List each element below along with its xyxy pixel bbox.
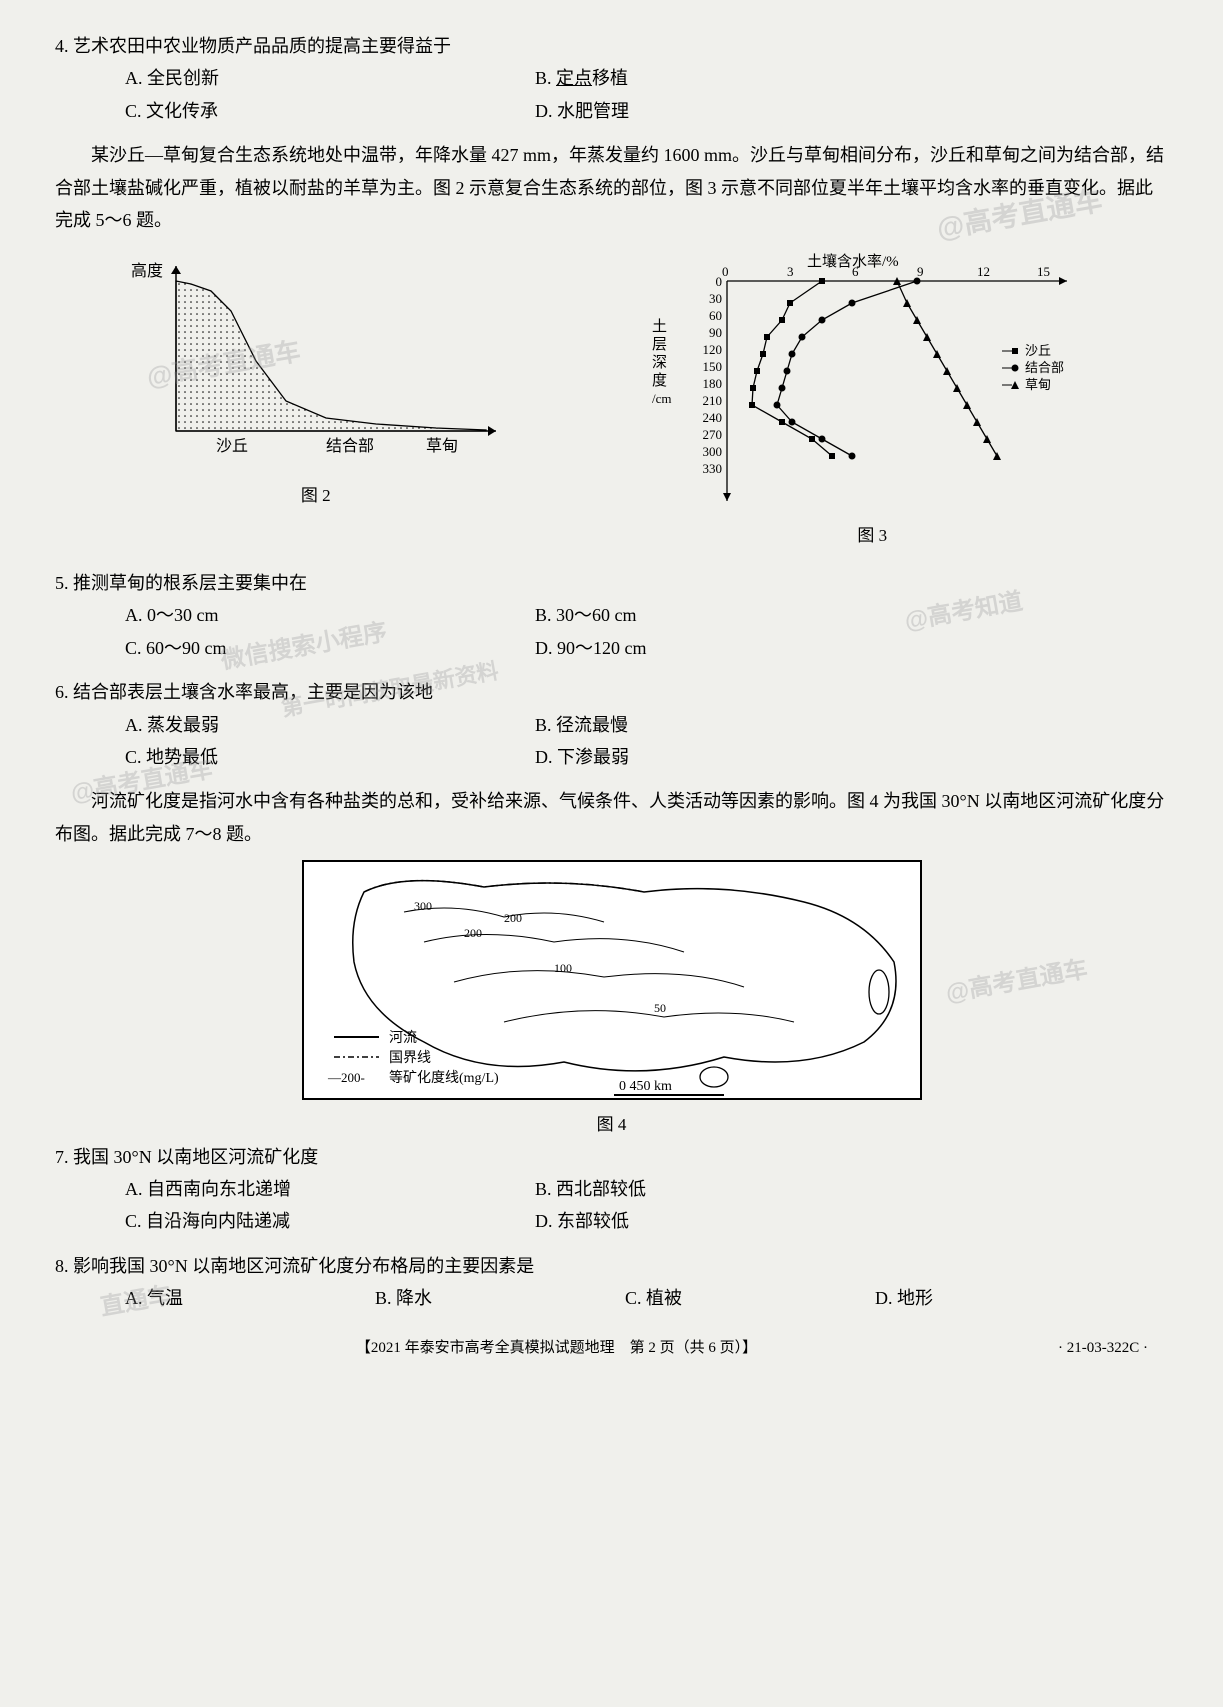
q5-opt-c: C. 60～90 cm [125,632,535,664]
question-7: 7. 我国 30°N 以南地区河流矿化度 A. 自西南向东北递增 B. 西北部较… [55,1141,1168,1238]
question-8: 8. 影响我国 30°N 以南地区河流矿化度分布格局的主要因素是 A. 气温 B… [55,1250,1168,1315]
svg-text:210: 210 [703,393,723,408]
svg-text:12: 12 [977,264,990,279]
svg-text:3: 3 [787,264,794,279]
fig4-scale: 0 450 km [619,1079,672,1094]
svg-text:300: 300 [703,444,723,459]
svg-text:90: 90 [709,325,722,340]
fig4-caption: 图 4 [55,1110,1168,1141]
fig3-ylabel-1: 土 [652,318,667,335]
fig2-svg: 高度 沙丘 结合部 草甸 [116,251,516,471]
svg-text:层: 层 [652,337,667,353]
footer-code: · 21-03-322C · [1058,1335,1148,1362]
svg-text:沙丘: 沙丘 [1025,343,1051,358]
figure-4-wrap: 300 200 100 50 200 河流 国界线 —200- 等矿化度线(mg… [55,860,1168,1141]
svg-text:0: 0 [716,274,723,289]
fig3-legend: 沙丘 结合部 草甸 [1002,343,1064,392]
svg-text:30: 30 [709,291,722,306]
q7-opt-a: A. 自西南向东北递增 [125,1173,535,1205]
question-5: 5. 推测草甸的根系层主要集中在 A. 0～30 cm B. 30～60 cm … [55,567,1168,664]
svg-text:270: 270 [703,427,723,442]
svg-text:度: 度 [652,372,667,389]
svg-text:240: 240 [703,410,723,425]
q5-opt-a: A. 0～30 cm [125,599,535,631]
q4-stem: 4. 艺术农田中农业物质产品品质的提高主要得益于 [55,30,1168,62]
svg-text:200: 200 [464,926,482,940]
q5-opt-d: D. 90～120 cm [535,632,1168,664]
svg-text:15: 15 [1037,264,1050,279]
fig3-sand-markers [749,278,835,459]
fig2-x3: 草甸 [426,437,458,455]
fig2-caption: 图 2 [116,481,516,512]
figure-2: 高度 沙丘 结合部 草甸 @高考直通车 图 2 [116,251,516,512]
q6-opt-c: C. 地势最低 [125,741,535,773]
q7-opt-b: B. 西北部较低 [535,1173,1168,1205]
footer-main: 【2021 年泰安市高考全真模拟试题地理 第 2 页（共 6 页）】 [356,1340,757,1356]
svg-text:国界线: 国界线 [389,1050,431,1066]
svg-text:草甸: 草甸 [1025,377,1051,392]
svg-text:—200-: —200- [327,1070,365,1085]
q6-opt-a: A. 蒸发最弱 [125,709,535,741]
q7-opt-c: C. 自沿海向内陆递减 [125,1205,535,1237]
svg-text:河流: 河流 [389,1030,417,1046]
fig2-x1: 沙丘 [216,437,248,455]
fig3-yticks: 0 30 60 90 120 150 180 210 240 270 300 330 [703,274,723,476]
fig4-legend: 河流 国界线 —200- 等矿化度线(mg/L) [327,1030,499,1086]
figure-3: 土壤含水率/% 03691215 03060901201501802102402… [637,251,1107,552]
q6-opt-b: B. 径流最慢 [535,709,1168,741]
fig2-x2: 结合部 [326,437,374,455]
q8-opt-b: B. 降水 [375,1282,625,1314]
svg-text:100: 100 [554,961,572,975]
svg-text:深: 深 [652,354,667,371]
svg-text:结合部: 结合部 [1025,360,1064,375]
figure-4: 300 200 100 50 200 河流 国界线 —200- 等矿化度线(mg… [302,860,922,1100]
q4-opt-d: D. 水肥管理 [535,95,1168,127]
svg-text:/cm: /cm [652,391,672,406]
q4-opt-b: B. 定点移植 [535,62,1168,94]
q4-opt-c: C. 文化传承 [125,95,535,127]
watermark-7: @高考直通车 [942,948,1091,1015]
q7-opt-d: D. 东部较低 [535,1205,1168,1237]
fig3-meadow-markers [893,277,1001,460]
svg-text:330: 330 [703,461,723,476]
passage-1: 某沙丘—草甸复合生态系统地处中温带，年降水量 427 mm，年蒸发量约 1600… [55,139,1168,236]
fig3-joint-markers [774,278,921,460]
q8-opt-d: D. 地形 [875,1282,1168,1314]
svg-text:9: 9 [917,264,924,279]
svg-text:60: 60 [709,308,722,323]
svg-text:120: 120 [703,342,723,357]
figures-row-1: 高度 沙丘 结合部 草甸 @高考直通车 图 2 土壤含水率/% 03691215… [55,251,1168,552]
svg-text:50: 50 [654,1001,666,1015]
fig3-caption: 图 3 [637,521,1107,552]
passage-2: 河流矿化度是指河水中含有各种盐类的总和，受补给来源、气候条件、人类活动等因素的影… [55,785,1168,850]
svg-text:150: 150 [703,359,723,374]
svg-text:6: 6 [852,264,859,279]
svg-text:等矿化度线(mg/L): 等矿化度线(mg/L) [389,1069,499,1086]
question-6: 6. 结合部表层土壤含水率最高，主要是因为该地 A. 蒸发最弱 B. 径流最慢 … [55,676,1168,773]
q8-opt-c: C. 植被 [625,1282,875,1314]
q5-opt-b: B. 30～60 cm [535,599,1168,631]
q6-stem: 6. 结合部表层土壤含水率最高，主要是因为该地 [55,676,1168,708]
q8-stem: 8. 影响我国 30°N 以南地区河流矿化度分布格局的主要因素是 [55,1250,1168,1282]
question-4: 4. 艺术农田中农业物质产品品质的提高主要得益于 A. 全民创新 B. 定点移植… [55,30,1168,127]
svg-text:180: 180 [703,376,723,391]
fig4-svg: 300 200 100 50 200 河流 国界线 —200- 等矿化度线(mg… [304,862,924,1102]
q5-stem: 5. 推测草甸的根系层主要集中在 [55,567,1168,599]
svg-text:0: 0 [722,264,729,279]
svg-text:300: 300 [414,899,432,913]
page-footer: 【2021 年泰安市高考全真模拟试题地理 第 2 页（共 6 页）】 · 21-… [55,1335,1168,1362]
q4-opt-a: A. 全民创新 [125,62,535,94]
fig3-svg: 土壤含水率/% 03691215 03060901201501802102402… [637,251,1107,511]
q8-opt-a: A. 气温 [125,1282,375,1314]
fig2-ylabel: 高度 [131,262,163,280]
q6-opt-d: D. 下渗最弱 [535,741,1168,773]
svg-text:200: 200 [504,911,522,925]
q7-stem: 7. 我国 30°N 以南地区河流矿化度 [55,1141,1168,1173]
